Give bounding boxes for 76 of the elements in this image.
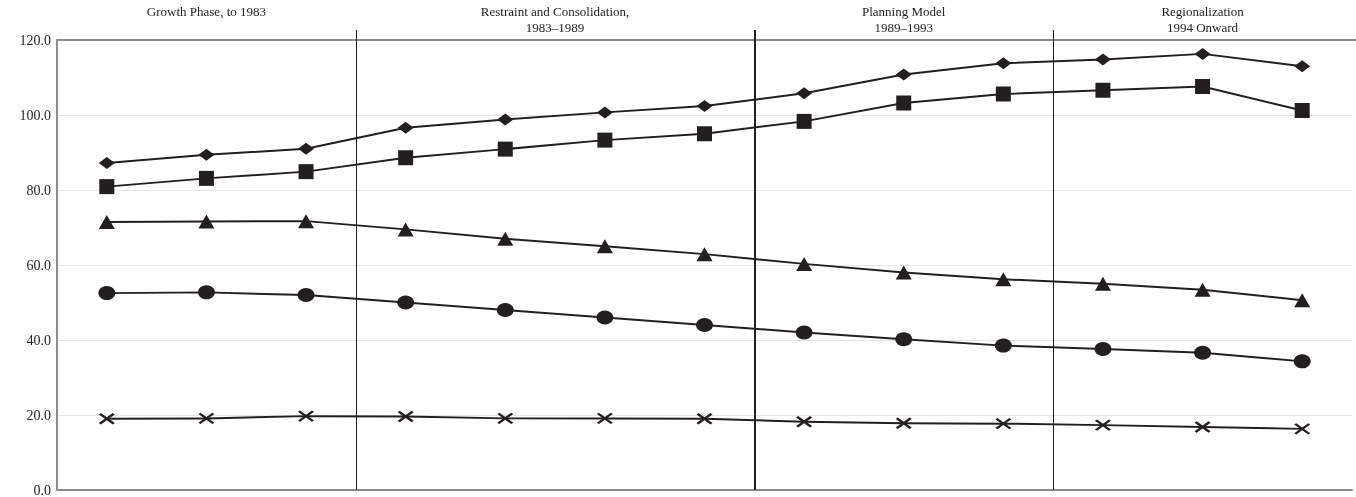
point — [98, 214, 115, 229]
point — [99, 179, 115, 195]
point — [497, 412, 514, 425]
point — [1294, 293, 1311, 308]
point — [1293, 354, 1311, 369]
point — [98, 412, 116, 425]
point — [496, 303, 514, 317]
point — [497, 141, 513, 157]
point — [995, 417, 1012, 430]
point — [198, 412, 215, 425]
point — [1094, 418, 1112, 432]
point — [895, 265, 912, 280]
point — [696, 318, 713, 332]
text: Planning Model 1989–1993 — [862, 4, 946, 36]
point — [795, 325, 813, 340]
point — [796, 256, 813, 271]
text: Growth Phase, to 1983 — [146, 4, 267, 20]
y-tick-label: 40.0 — [26, 332, 51, 348]
point — [198, 170, 214, 186]
point — [1194, 47, 1211, 60]
point — [98, 157, 115, 169]
point — [1195, 79, 1211, 94]
y-tick-label: 120.0 — [19, 32, 51, 48]
point — [497, 113, 514, 126]
point — [197, 285, 215, 300]
y-tick-label: 100.0 — [19, 107, 51, 123]
point — [398, 150, 414, 166]
point — [1194, 282, 1211, 297]
point — [597, 132, 613, 148]
point — [895, 417, 912, 430]
text: Restraint and Consolidation, 1983–1989 — [480, 4, 630, 36]
y-tick-label: 60.0 — [26, 257, 51, 273]
point — [796, 113, 812, 129]
point — [596, 106, 613, 119]
text: Regionalization 1994 Onward — [1161, 4, 1244, 36]
point — [995, 272, 1012, 287]
point — [696, 412, 713, 425]
point — [1094, 53, 1111, 66]
point — [895, 68, 912, 81]
point — [298, 214, 315, 229]
point — [696, 247, 713, 262]
point — [596, 310, 614, 325]
y-tick-label: 0.0 — [33, 482, 51, 497]
point — [397, 121, 414, 134]
point — [1294, 103, 1310, 118]
point — [397, 295, 415, 310]
point — [994, 338, 1012, 353]
point — [1194, 420, 1211, 434]
point — [497, 231, 514, 246]
point — [697, 126, 712, 142]
point — [896, 95, 912, 111]
point — [1095, 82, 1111, 98]
point — [298, 164, 314, 180]
point — [397, 410, 414, 423]
point — [198, 148, 215, 161]
point — [298, 142, 315, 155]
point — [397, 222, 414, 237]
point — [795, 415, 813, 428]
point — [596, 239, 613, 254]
y-tick-label: 20.0 — [26, 407, 51, 423]
point — [1293, 422, 1311, 436]
point — [1194, 345, 1212, 360]
y-tick-label: 80.0 — [26, 182, 51, 198]
point — [1094, 342, 1112, 356]
point — [98, 286, 116, 301]
point — [995, 86, 1011, 102]
point — [297, 409, 315, 423]
point — [1094, 276, 1111, 291]
point — [198, 214, 215, 229]
point — [596, 412, 614, 425]
point — [895, 332, 913, 347]
point — [796, 87, 813, 100]
point — [696, 100, 713, 112]
point — [995, 57, 1012, 70]
point — [297, 288, 315, 302]
point — [1294, 60, 1311, 73]
